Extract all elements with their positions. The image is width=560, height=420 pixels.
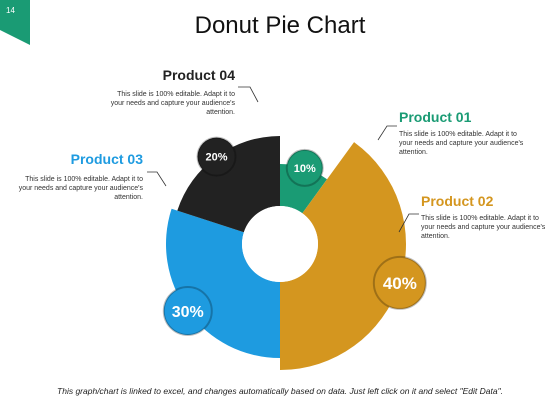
leader-line-product-04 (238, 86, 259, 103)
leader-line-product-02 (398, 213, 419, 233)
data-label-product-02: 40% (383, 274, 417, 293)
legend-desc-product-04: This slide is 100% editable. Adapt it to… (110, 91, 235, 116)
legend-desc-product-01: This slide is 100% editable. Adapt it to… (399, 131, 524, 156)
legend-desc-product-02: This slide is 100% editable. Adapt it to… (421, 215, 546, 240)
legend-title-product-01: Product 01 (399, 109, 472, 125)
legend-title-product-04: Product 04 (162, 67, 235, 83)
donut-slice-product-03[interactable] (165, 208, 280, 358)
data-label-product-03: 30% (172, 304, 204, 321)
donut-slice-product-04[interactable] (177, 136, 280, 233)
data-label-product-04: 20% (206, 152, 228, 164)
donut-hole (242, 206, 318, 282)
legend-title-product-03: Product 03 (70, 151, 143, 167)
leader-line-product-03 (147, 171, 167, 187)
leader-line-product-01 (377, 125, 397, 141)
page-number: 14 (6, 6, 15, 15)
legend-title-product-02: Product 02 (421, 193, 494, 209)
footer-note: This graph/chart is linked to excel, and… (57, 386, 503, 396)
legend-desc-product-03: This slide is 100% editable. Adapt it to… (18, 176, 143, 201)
value-badge-product-03 (162, 286, 213, 337)
value-badge-product-02 (372, 255, 427, 310)
page-number-tab (0, 0, 30, 45)
value-badge-product-01 (285, 148, 324, 187)
donut-slice-product-02[interactable] (280, 142, 407, 370)
data-label-product-01: 10% (294, 163, 316, 175)
chart-title: Donut Pie Chart (194, 12, 366, 39)
value-badge-product-04 (196, 136, 237, 177)
